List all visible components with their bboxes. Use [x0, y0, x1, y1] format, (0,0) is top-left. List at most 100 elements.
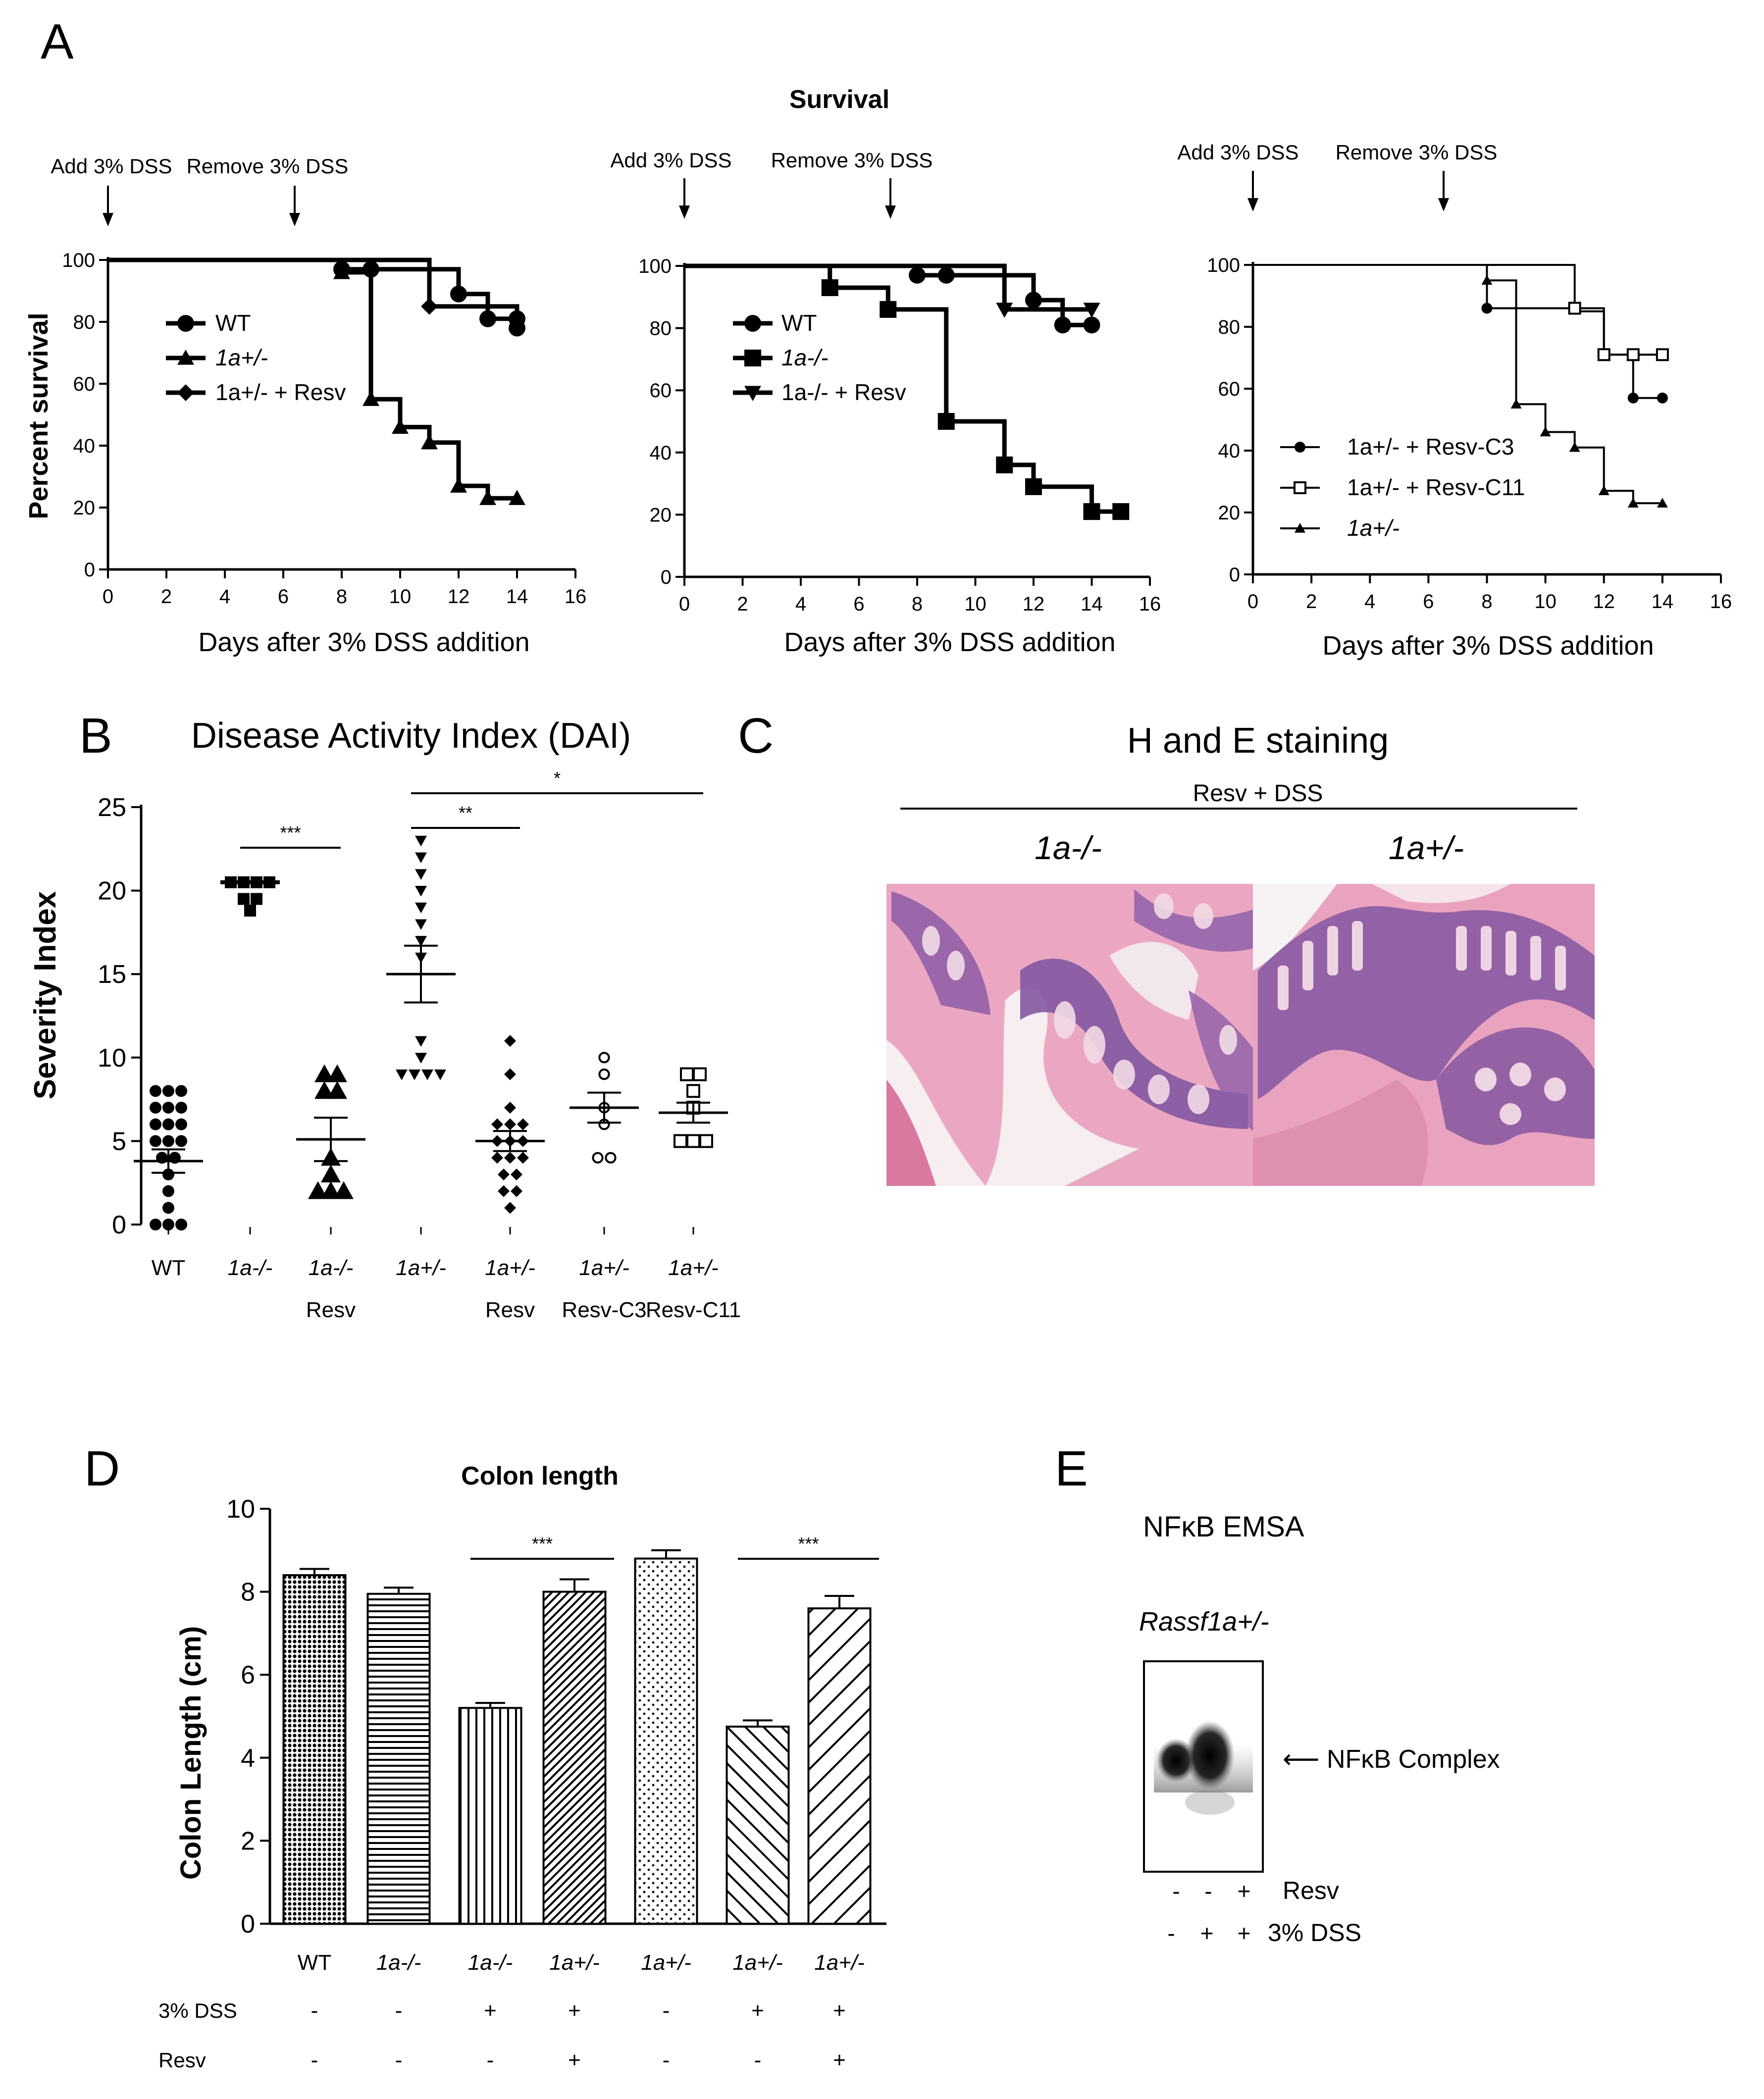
c-title: H and E staining [1127, 721, 1389, 761]
dai-point-5 [592, 1152, 604, 1164]
survival-point-1 [1112, 503, 1130, 520]
dai-point-3 [415, 835, 427, 847]
dai-point-2 [314, 1081, 334, 1099]
dai-point-4 [498, 1168, 510, 1180]
e-resv-sign-0: - [1172, 1878, 1180, 1904]
y-tick-label: 0 [241, 1910, 255, 1939]
legend-a3-c11: 1a+/- + Resv-C11 [1347, 474, 1525, 500]
survival-point-2 [1598, 485, 1609, 496]
legend-marker-1 [1294, 481, 1306, 494]
a1-add-dss: Add 3% DSS [51, 154, 172, 178]
dai-point-6 [674, 1134, 687, 1148]
panel-letter-c: C [738, 708, 774, 764]
x-tick-label: 0 [1247, 591, 1258, 613]
dai-point-0 [175, 1135, 187, 1147]
y-tick-label: 2 [241, 1827, 255, 1855]
b-title: Disease Activity Index (DAI) [191, 716, 631, 756]
dai-point-3 [415, 1053, 427, 1064]
dss-arrow-head [885, 205, 896, 219]
y-tick-label: 10 [98, 1044, 126, 1073]
x-tick-label: 12 [1023, 593, 1045, 615]
survival-point-0 [909, 266, 926, 284]
dai-point-2 [321, 1164, 341, 1182]
a1-ylabel: Percent survival [24, 312, 53, 519]
y-tick-label: 10 [226, 1495, 255, 1524]
survival-point-0 [450, 285, 467, 303]
survival-point-1 [996, 456, 1013, 473]
dai-sig-label: ** [459, 803, 472, 823]
survival-point-1 [1626, 348, 1640, 361]
dai-point-4 [517, 1152, 529, 1164]
x-tick-label: 2 [161, 586, 172, 608]
dai-point-4 [517, 1118, 529, 1130]
survival-point-1 [1083, 503, 1100, 520]
legend-marker-0 [177, 315, 194, 332]
x-tick-label: 10 [389, 586, 412, 608]
colon-sig-label: *** [532, 1534, 553, 1554]
dai-point-3 [396, 1069, 408, 1080]
survival-point-0 [1025, 292, 1042, 309]
survival-chart-3: 0 20 40 60 80 100 0 2 4 6 8 10 12 14 16 [1207, 171, 1732, 613]
dai-point-4 [504, 1152, 516, 1164]
colon-bar-0 [282, 1574, 347, 1925]
colon-resv-sign: + [568, 2048, 581, 2072]
dss-arrow-head [289, 213, 300, 226]
survival-line-2 [1253, 264, 1662, 505]
survival-point-0 [1627, 392, 1639, 404]
legend-a1-het: 1a+/- [215, 345, 268, 370]
dai-point-4 [504, 1202, 516, 1214]
x-tick-label: 16 [565, 586, 587, 608]
y-tick-label: 80 [73, 311, 96, 333]
legend-marker-2 [744, 386, 761, 401]
x-tick-label: 0 [103, 586, 113, 608]
dai-point-0 [150, 1101, 161, 1114]
dai-point-3 [415, 869, 427, 880]
e-dss-sign-0: - [1167, 1920, 1175, 1946]
dai-point-4 [491, 1118, 503, 1130]
dai-point-0 [162, 1219, 174, 1230]
dai-point-4 [504, 1101, 516, 1114]
survival-point-2 [1627, 498, 1639, 508]
dai-point-0 [162, 1135, 174, 1147]
y-tick-label: 6 [241, 1661, 255, 1689]
dai-point-0 [175, 1085, 187, 1097]
e-dss-sign-1: + [1200, 1920, 1214, 1946]
x-tick-label: 10 [1534, 591, 1556, 613]
x-tick-label: 16 [1139, 593, 1161, 615]
survival-point-0 [1083, 316, 1100, 334]
dai-point-1 [251, 893, 262, 905]
dai-point-0 [150, 1135, 161, 1147]
legend-a2-ko: 1a-/- [781, 345, 829, 370]
x-tick-label: 8 [336, 586, 347, 608]
colon-resv-sign: + [833, 2048, 846, 2072]
dai-point-2 [327, 1064, 347, 1082]
b-cat-3: 1a+/- [396, 1256, 446, 1280]
survival-point-0 [1481, 303, 1493, 314]
c-label-ko: 1a-/- [1035, 829, 1102, 866]
survival-point-2 [421, 298, 438, 315]
dai-point-2 [334, 1181, 354, 1199]
a2-remove-dss: Remove 3% DSS [771, 149, 933, 172]
survival-point-2 [1569, 442, 1580, 452]
dai-sig-label: * [554, 768, 561, 788]
x-tick-label: 14 [1081, 593, 1103, 615]
dai-point-2 [327, 1081, 347, 1099]
dai-point-3 [434, 1069, 446, 1080]
survival-point-1 [1597, 348, 1610, 361]
survival-line-1 [108, 257, 517, 501]
dai-point-4 [511, 1185, 522, 1197]
colon-dss-sign: + [568, 1998, 581, 2023]
survival-point-1 [821, 279, 838, 296]
x-tick-label: 8 [912, 593, 923, 615]
colon-dss-sign: + [833, 1998, 846, 2023]
legend-a2-wt: WT [781, 310, 817, 336]
b-cat-4: 1a+/- [485, 1256, 535, 1280]
y-tick-label: 60 [73, 373, 96, 395]
e-band-label: ⟵ NFκB Complex [1283, 1745, 1500, 1774]
a3-add-dss: Add 3% DSS [1177, 141, 1298, 164]
dai-point-3 [421, 1069, 433, 1080]
emsa-blot [1143, 1660, 1264, 1873]
y-tick-label: 0 [112, 1211, 126, 1239]
survival-point-2 [1481, 275, 1493, 285]
survival-line-1 [1253, 264, 1662, 356]
